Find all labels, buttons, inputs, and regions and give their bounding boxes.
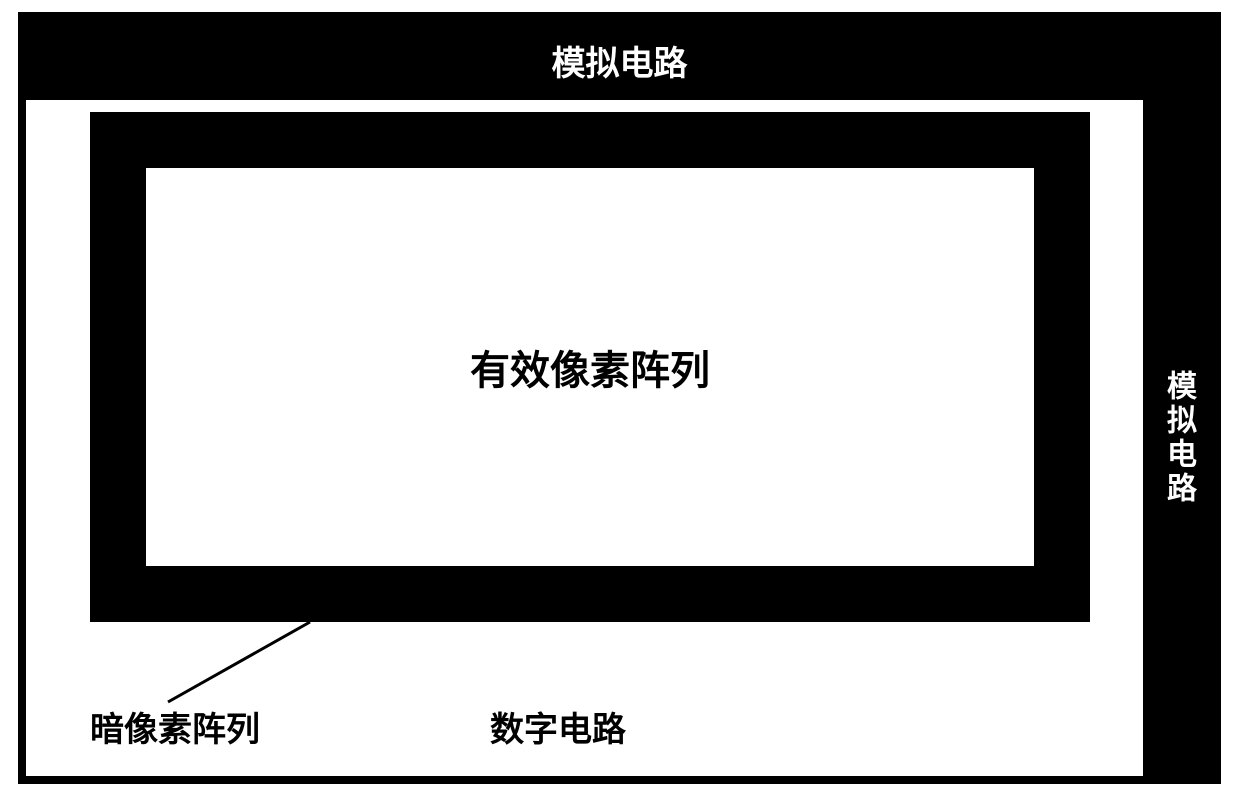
active-pixel-array-label: 有效像素阵列 (470, 338, 710, 396)
top-analog-label: 模拟电路 (552, 36, 688, 85)
digital-circuit-label: 数字电路 (490, 702, 626, 751)
right-analog-bar: 模拟电路 (1143, 100, 1213, 776)
digital-circuit-text: 数字电路 (490, 711, 626, 749)
active-pixel-array: 有效像素阵列 (146, 168, 1034, 566)
top-analog-bar: 模拟电路 (26, 20, 1213, 100)
right-analog-label: 模拟电路 (1156, 370, 1200, 506)
dark-pixel-array-text: 暗像素阵列 (90, 711, 260, 749)
dark-pixel-array-label: 暗像素阵列 (90, 702, 260, 751)
